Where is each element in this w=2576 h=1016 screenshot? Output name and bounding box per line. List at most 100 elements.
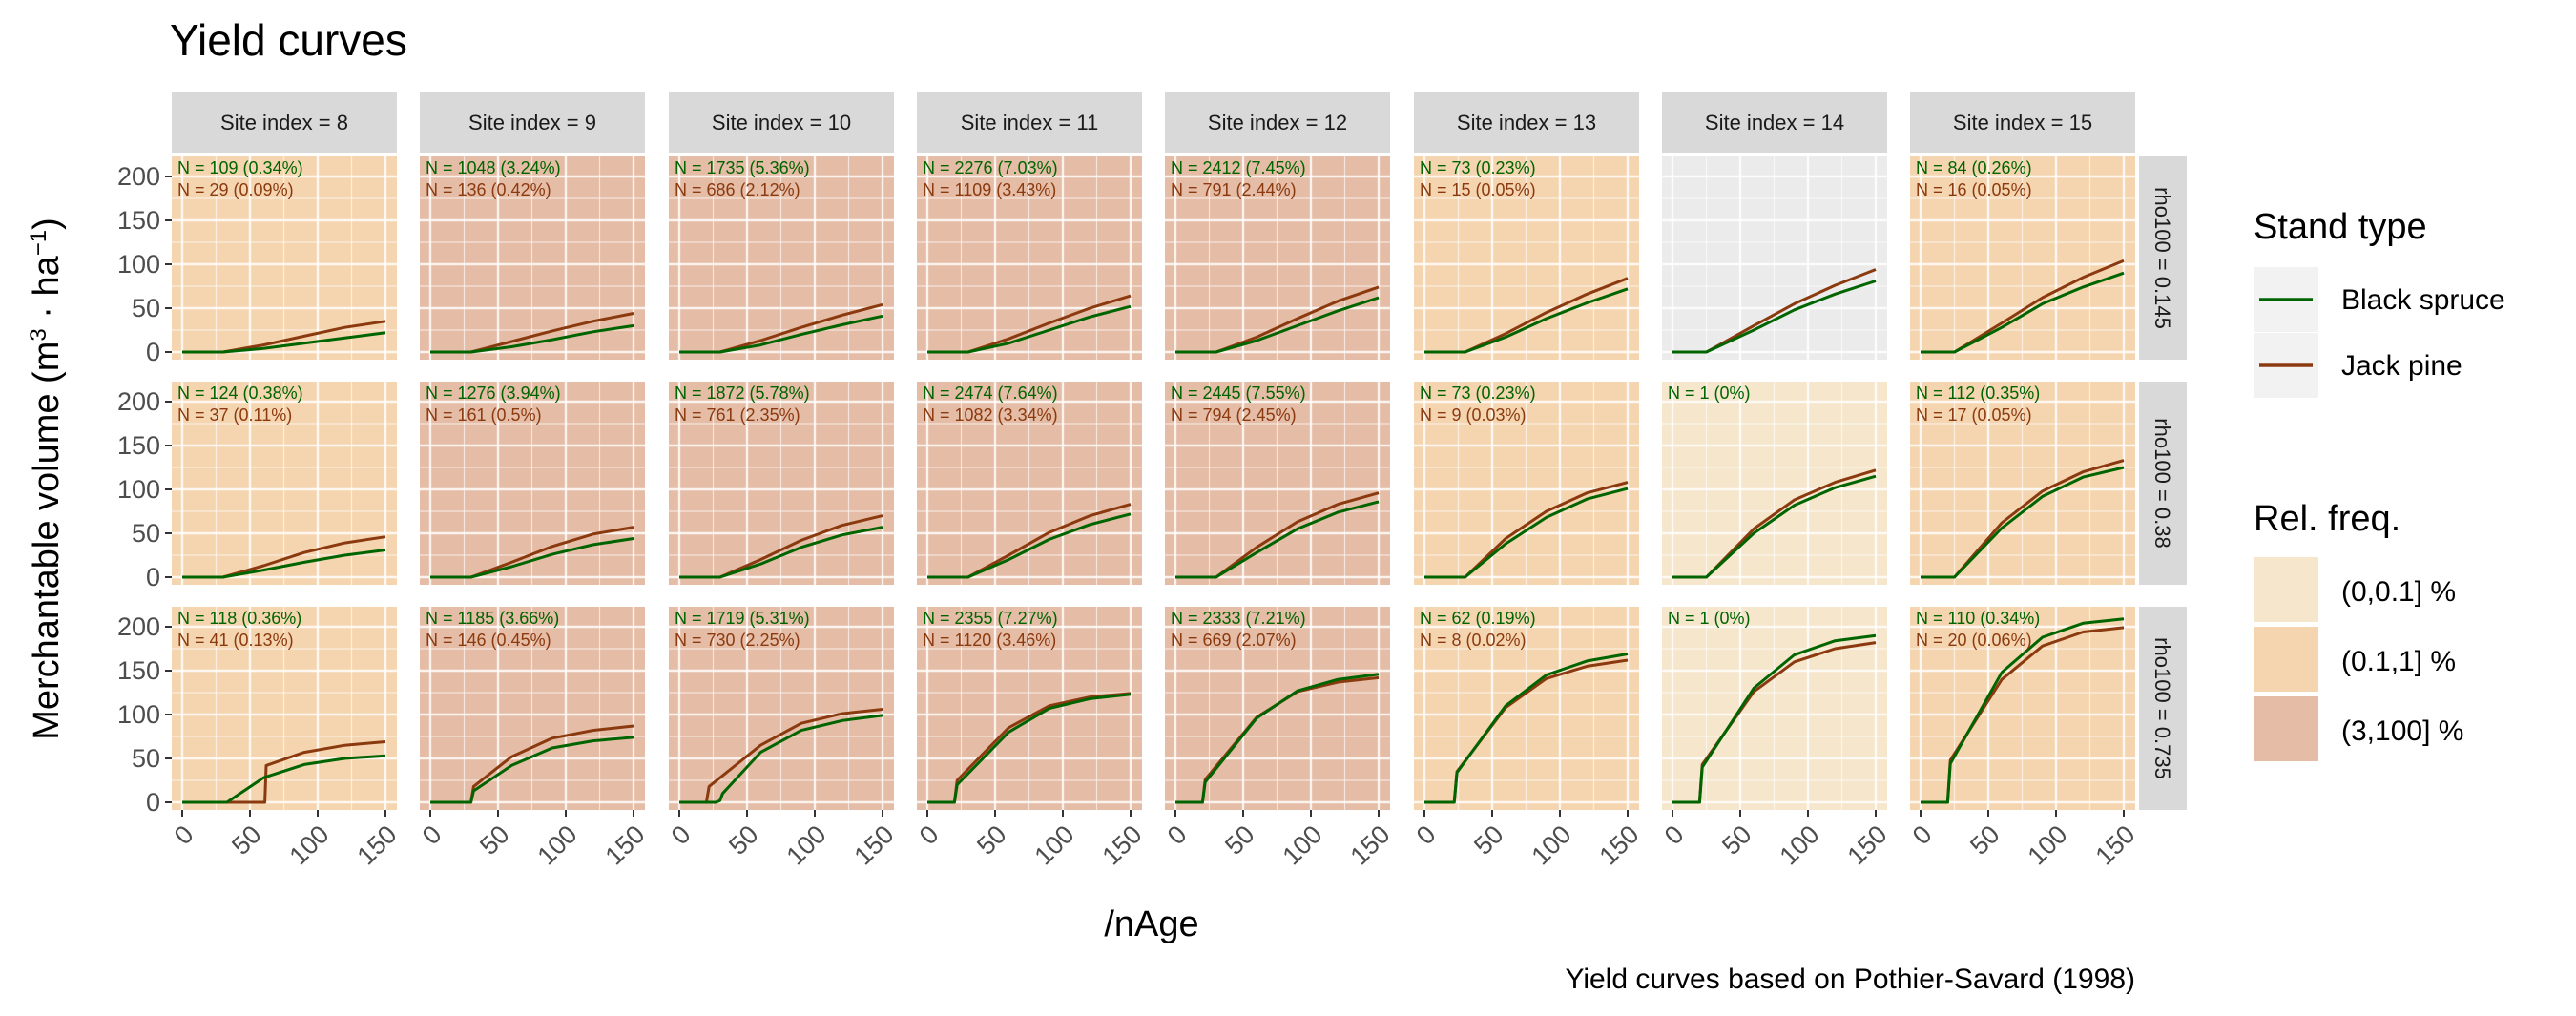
jack-pine-count-label: N = 669 (2.07%) xyxy=(1171,631,1297,650)
x-axis: 0 50 100 150 0 50 100 150 0 50 100 150 0 50 100 150 0 50 1… xyxy=(169,810,2141,870)
jack-pine-count-label: N = 20 (0.06%) xyxy=(1916,631,2032,650)
facet-panel: N = 124 (0.38%) N = 37 (0.11%) xyxy=(172,382,397,585)
facet-panel: N = 1 (0%) xyxy=(1662,607,1887,810)
column-strip-label: Site index = 10 xyxy=(712,111,851,135)
y-tick-label: 200 xyxy=(117,387,160,416)
row-strip xyxy=(2139,382,2187,585)
facet-panel: N = 2412 (7.45%) N = 791 (2.44%) xyxy=(1165,156,1390,360)
y-tick-label: 100 xyxy=(117,250,160,279)
black-spruce-count-label: N = 73 (0.23%) xyxy=(1420,158,1536,177)
black-spruce-count-label: N = 2276 (7.03%) xyxy=(923,158,1058,177)
row-strip-label: rho100 = 0.38 xyxy=(2150,418,2174,548)
row-strip-label: rho100 = 0.145 xyxy=(2150,187,2174,329)
jack-pine-count-label: N = 8 (0.02%) xyxy=(1420,631,1527,650)
legend-swatch xyxy=(2254,696,2318,761)
facet-panel: N = 62 (0.19%) N = 8 (0.02%) xyxy=(1414,607,1639,810)
facet-panel: N = 2355 (7.27%) N = 1120 (3.46%) xyxy=(917,607,1142,810)
black-spruce-count-label: N = 84 (0.26%) xyxy=(1916,158,2032,177)
y-tick-label: 100 xyxy=(117,700,160,729)
x-tick-label: 50 xyxy=(971,819,1011,860)
black-spruce-line xyxy=(1672,633,1877,804)
column-strip xyxy=(420,92,645,153)
facet-panel: N = 1048 (3.24%) N = 136 (0.42%) xyxy=(420,156,645,360)
facet-panel xyxy=(1662,156,1887,360)
jack-pine-count-label: N = 161 (0.5%) xyxy=(426,405,542,425)
black-spruce-count-label: N = 2445 (7.55%) xyxy=(1171,384,1306,403)
column-strip xyxy=(669,92,894,153)
legend-swatch xyxy=(2254,627,2318,692)
jack-pine-count-label: N = 29 (0.09%) xyxy=(177,180,294,199)
x-tick-label: 50 xyxy=(226,819,266,860)
column-strip-label: Site index = 11 xyxy=(961,111,1099,135)
jack-pine-count-label: N = 1120 (3.46%) xyxy=(923,631,1056,650)
x-tick-label: 150 xyxy=(352,819,403,870)
x-tick-label: 150 xyxy=(2090,819,2141,870)
jack-pine-count-label: N = 15 (0.05%) xyxy=(1420,180,1536,199)
facet-panel: N = 1735 (5.36%) N = 686 (2.12%) xyxy=(669,156,894,360)
y-tick-label: 50 xyxy=(132,744,160,773)
x-tick-label: 100 xyxy=(781,819,832,870)
jack-pine-count-label: N = 761 (2.35%) xyxy=(675,405,800,425)
facet-panel: N = 1872 (5.78%) N = 761 (2.35%) xyxy=(669,382,894,585)
black-spruce-line xyxy=(1921,271,2125,354)
y-tick-label: 150 xyxy=(117,431,160,460)
black-spruce-count-label: N = 1 (0%) xyxy=(1668,384,1751,403)
facet-panel: N = 1 (0%) xyxy=(1662,382,1887,585)
column-strip xyxy=(1165,92,1390,153)
x-tick-label: 0 xyxy=(1162,819,1193,850)
x-tick-label: 150 xyxy=(1345,819,1396,870)
x-axis-title: /nAge xyxy=(1104,904,1198,944)
jack-pine-count-label: N = 686 (2.12%) xyxy=(675,180,800,199)
jack-pine-count-label: N = 1109 (3.43%) xyxy=(923,180,1056,199)
jack-pine-count-label: N = 37 (0.11%) xyxy=(177,405,292,425)
jack-pine-count-label: N = 1082 (3.34%) xyxy=(923,405,1058,425)
facet-panel: N = 118 (0.36%) N = 41 (0.13%) xyxy=(172,607,397,810)
column-strip xyxy=(172,92,397,153)
jack-pine-count-label: N = 16 (0.05%) xyxy=(1916,180,2032,199)
x-tick-label: 150 xyxy=(1594,819,1645,870)
x-tick-label: 100 xyxy=(532,819,583,870)
x-tick-label: 0 xyxy=(169,819,199,850)
black-spruce-line xyxy=(679,526,883,579)
x-tick-label: 100 xyxy=(284,819,335,870)
y-axis: 0 50 100 150 200 0 50 100 150 200 0 50 100 150 200 xyxy=(117,162,172,817)
jack-pine-count-label: N = 9 (0.03%) xyxy=(1420,405,1527,425)
jack-pine-count-label: N = 136 (0.42%) xyxy=(426,180,551,199)
black-spruce-count-label: N = 1735 (5.36%) xyxy=(675,158,810,177)
jack-pine-count-label: N = 794 (2.45%) xyxy=(1171,405,1297,425)
x-tick-label: 0 xyxy=(666,819,696,850)
x-tick-label: 0 xyxy=(417,819,447,850)
column-strip xyxy=(1910,92,2135,153)
jack-pine-count-label: N = 17 (0.05%) xyxy=(1916,405,2032,425)
x-tick-label: 100 xyxy=(2023,819,2073,870)
x-tick-label: 50 xyxy=(1219,819,1259,860)
black-spruce-count-label: N = 2355 (7.27%) xyxy=(923,609,1058,628)
facet-panel: N = 110 (0.34%) N = 20 (0.06%) xyxy=(1910,607,2135,810)
legend-label: (3,100] % xyxy=(2341,715,2463,747)
black-spruce-line xyxy=(1921,466,2125,579)
y-tick-label: 150 xyxy=(117,206,160,235)
x-tick-label: 50 xyxy=(1964,819,2005,860)
y-tick-label: 200 xyxy=(117,162,160,191)
y-axis-title: Merchantable volume (m3 · ha−1) xyxy=(26,218,68,740)
black-spruce-count-label: N = 118 (0.36%) xyxy=(177,609,301,628)
black-spruce-line xyxy=(1424,487,1629,579)
black-spruce-count-label: N = 1872 (5.78%) xyxy=(675,384,810,403)
x-tick-label: 100 xyxy=(1775,819,1825,870)
black-spruce-line xyxy=(1424,287,1629,354)
black-spruce-line xyxy=(182,754,386,804)
black-spruce-line xyxy=(1175,296,1380,354)
facet-panel: N = 2276 (7.03%) N = 1109 (3.43%) xyxy=(917,156,1142,360)
black-spruce-line xyxy=(927,304,1132,354)
x-tick-label: 0 xyxy=(914,819,945,850)
facet-panels: Site index = 8 Site index = 9 Site index =… xyxy=(172,92,2187,810)
facet-panel: N = 1719 (5.31%) N = 730 (2.25%) xyxy=(669,607,894,810)
jack-pine-count-label: N = 146 (0.45%) xyxy=(426,631,551,650)
black-spruce-line xyxy=(679,314,883,354)
black-spruce-count-label: N = 2333 (7.21%) xyxy=(1171,609,1306,628)
y-tick-label: 200 xyxy=(117,612,160,641)
column-strip-label: Site index = 13 xyxy=(1457,111,1596,135)
facet-panel: N = 109 (0.34%) N = 29 (0.09%) xyxy=(172,156,397,360)
facet-panel: N = 84 (0.26%) N = 16 (0.05%) xyxy=(1910,156,2135,360)
